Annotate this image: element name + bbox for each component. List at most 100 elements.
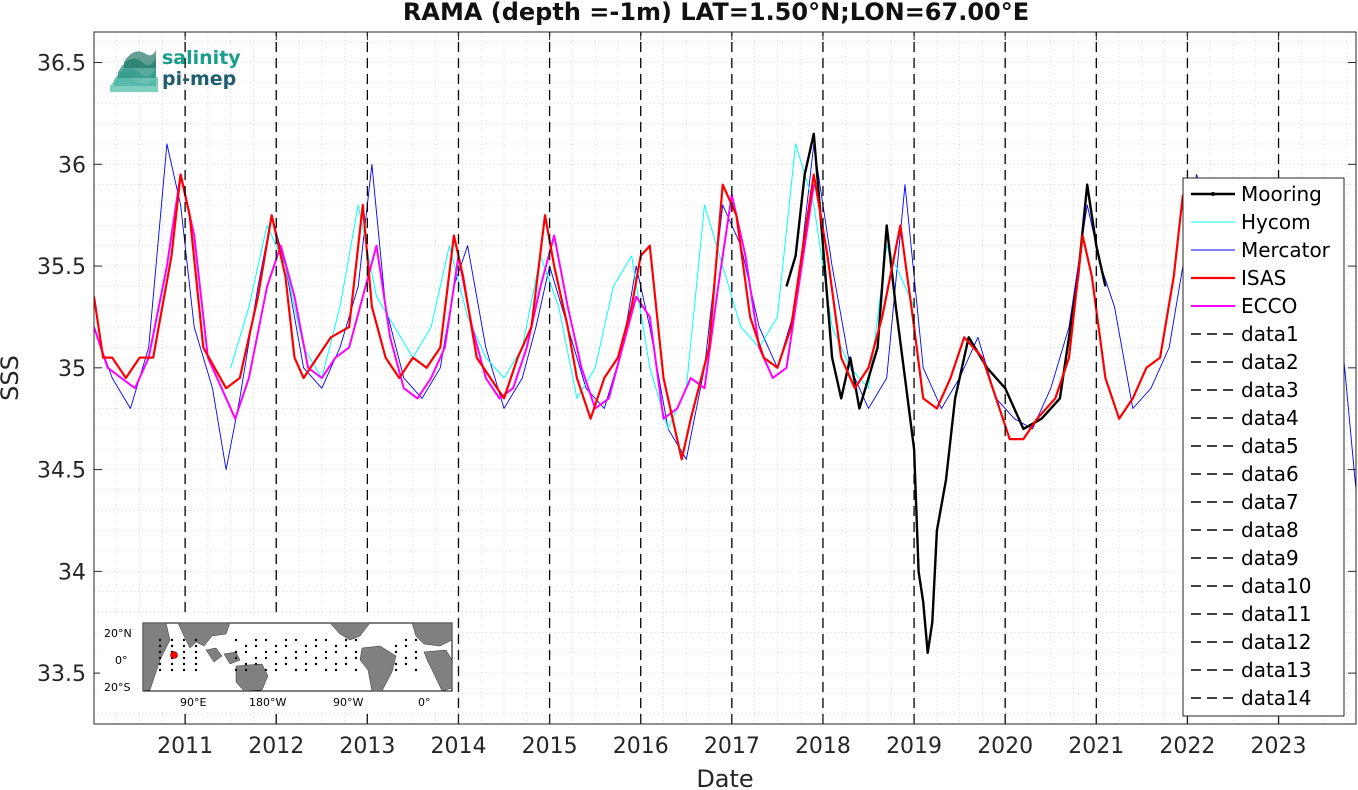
buoy-dot	[254, 638, 258, 642]
buoy-dot	[344, 638, 348, 642]
buoy-dot	[394, 650, 398, 654]
legend: Mooring Hycom Mercator ISAS ECCO data1 data2 da…	[1182, 177, 1345, 717]
buoy-dot	[170, 644, 174, 648]
x-tick-label: 2018	[795, 734, 851, 759]
legend-label: data11	[1241, 602, 1312, 626]
buoy-dot	[194, 650, 198, 654]
buoy-dot	[182, 668, 186, 672]
inset-mooring-marker	[170, 651, 178, 659]
x-tick-label: 2011	[157, 734, 213, 759]
buoy-dot	[194, 662, 198, 666]
buoy-dot	[334, 668, 338, 672]
legend-marker	[1211, 192, 1215, 196]
buoy-dot	[194, 644, 198, 648]
x-tick-label: 2013	[339, 734, 395, 759]
buoy-dot	[414, 650, 418, 654]
buoy-dot	[158, 638, 162, 642]
buoy-dot	[414, 638, 418, 642]
buoy-dot	[244, 644, 248, 648]
buoy-dot	[284, 638, 288, 642]
legend-label: Mercator	[1241, 238, 1331, 262]
buoy-dot	[354, 650, 358, 654]
legend-label: Mooring	[1241, 182, 1322, 206]
buoy-dot	[324, 668, 328, 672]
x-tick-label: 2017	[704, 734, 760, 759]
buoy-dot	[294, 638, 298, 642]
buoy-dot	[274, 668, 278, 672]
series-line-hycom	[230, 143, 915, 430]
buoy-dot	[404, 638, 408, 642]
legend-label: data3	[1241, 378, 1299, 402]
legend-label: data10	[1241, 574, 1312, 598]
legend-label: data6	[1241, 462, 1299, 486]
buoy-dot	[244, 650, 248, 654]
buoy-dot	[284, 656, 288, 660]
buoy-dot	[344, 644, 348, 648]
buoy-dot	[404, 656, 408, 660]
legend-box	[1182, 177, 1345, 717]
x-tick-label: 2012	[248, 734, 304, 759]
buoy-dot	[182, 662, 186, 666]
inset-land	[142, 622, 453, 692]
series-line-mooring	[785, 132, 1107, 654]
legend-label: data1	[1241, 322, 1299, 346]
buoy-dot	[170, 662, 174, 666]
x-tick-label: 2023	[1251, 734, 1307, 759]
buoy-dot	[254, 662, 258, 666]
y-tick-label: 34.5	[37, 459, 86, 484]
inset-lon-label: 90°E	[180, 696, 206, 709]
legend-label: data8	[1241, 518, 1299, 542]
buoy-dot	[334, 644, 338, 648]
buoy-dot	[314, 644, 318, 648]
buoy-dot	[158, 662, 162, 666]
buoy-dot	[354, 668, 358, 672]
buoy-dot	[274, 662, 278, 666]
buoy-dot	[170, 638, 174, 642]
x-tick-label: 2016	[613, 734, 669, 759]
buoy-dot	[304, 644, 308, 648]
buoy-dot	[324, 638, 328, 642]
axis-ticks: 2011 2012 2013 2014 2015 2016 2017 2018 2019 2020…	[37, 32, 1356, 759]
buoy-dot	[254, 656, 258, 660]
buoy-dot	[194, 668, 198, 672]
x-tick-label: 2021	[1068, 734, 1124, 759]
buoy-dot	[304, 662, 308, 666]
buoy-dot	[194, 656, 198, 660]
legend-label: data14	[1241, 686, 1312, 710]
x-axis-label: Date	[696, 765, 753, 790]
logo-text-salinity: salinity	[162, 47, 241, 69]
buoy-dot	[334, 650, 338, 654]
buoy-dot	[182, 638, 186, 642]
buoy-dot	[314, 638, 318, 642]
inset-lon-label: 180°W	[249, 696, 286, 709]
buoy-dot	[264, 656, 268, 660]
buoy-dot	[394, 644, 398, 648]
logo-text-pimep: pi-mep	[162, 68, 236, 90]
buoy-dot	[344, 662, 348, 666]
buoy-dot	[274, 644, 278, 648]
y-tick-label: 35.5	[37, 255, 86, 280]
x-tick-label: 2020	[977, 734, 1033, 759]
buoy-dot	[354, 638, 358, 642]
buoy-dot	[394, 668, 398, 672]
inset-lat-label: 0°	[115, 654, 128, 667]
buoy-dot	[394, 662, 398, 666]
x-tick-label: 2019	[886, 734, 942, 759]
buoy-dot	[284, 644, 288, 648]
buoy-dot	[158, 650, 162, 654]
legend-label: data2	[1241, 350, 1299, 374]
buoy-dot	[234, 656, 238, 660]
buoy-dot	[264, 668, 268, 672]
buoy-dot	[274, 650, 278, 654]
buoy-dot	[170, 668, 174, 672]
logo-waves-icon	[110, 50, 158, 92]
buoy-dot	[294, 650, 298, 654]
buoy-dot	[304, 650, 308, 654]
buoy-dot	[158, 668, 162, 672]
buoy-dot	[294, 656, 298, 660]
buoy-dot	[354, 656, 358, 660]
series-layer	[94, 132, 1356, 654]
inset-lat-label: 20°N	[104, 627, 132, 640]
legend-label: data12	[1241, 630, 1312, 654]
